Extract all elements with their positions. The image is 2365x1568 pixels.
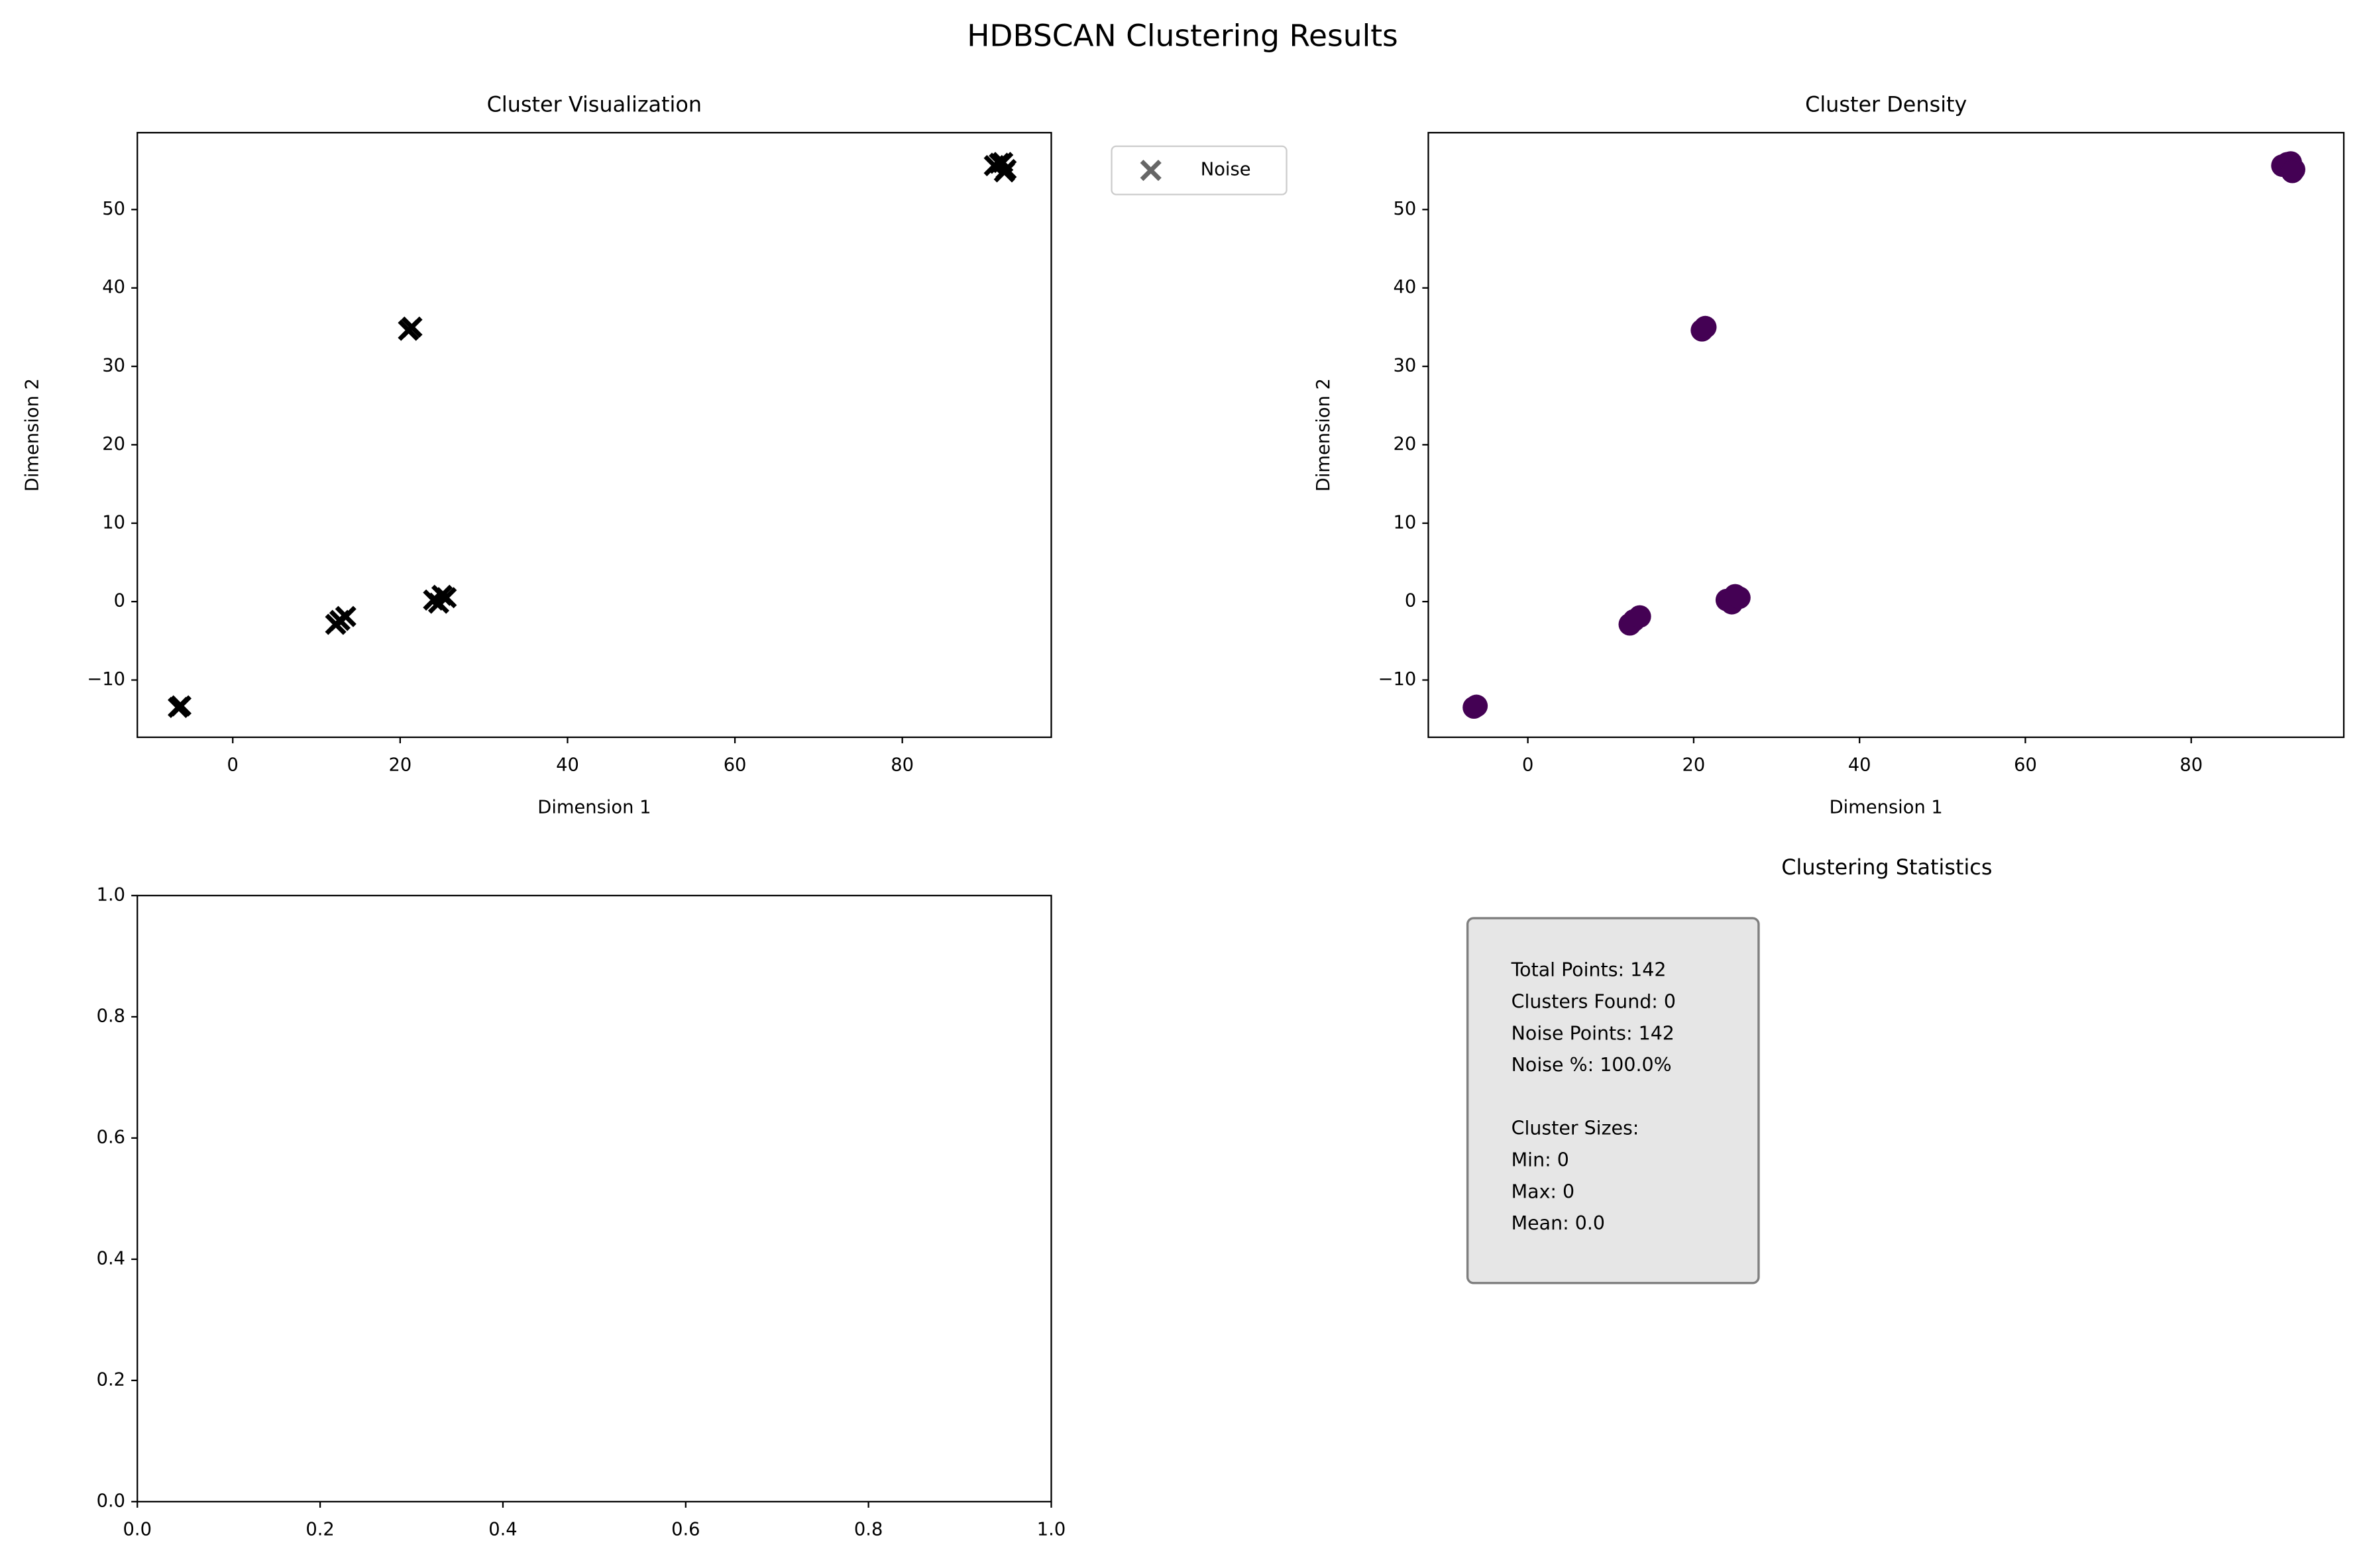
x-tick-label: 60 xyxy=(724,755,747,776)
marker-circle xyxy=(1728,586,1751,609)
y-tick-label: 0.6 xyxy=(97,1127,125,1147)
y-tick-label: 0 xyxy=(1405,591,1416,611)
y-tick-label: −10 xyxy=(87,669,125,690)
marker-x xyxy=(993,161,1015,183)
stats-box xyxy=(1466,917,1760,1284)
x-tick-label: 40 xyxy=(1848,755,1871,776)
axes-frame xyxy=(137,132,1052,739)
stats-line: Clusters Found: 0 xyxy=(1512,991,1676,1013)
y-tick-label: 20 xyxy=(102,434,125,454)
legend-label: Noise xyxy=(1201,160,1251,180)
marker-circle xyxy=(1464,694,1488,717)
figure-title: HDBSCAN Clustering Results xyxy=(967,18,1398,53)
y-tick-label: 30 xyxy=(1394,356,1417,376)
x-tick-label: 0.8 xyxy=(854,1520,883,1540)
legend-marker xyxy=(1140,160,1162,182)
marker-x xyxy=(170,695,192,717)
y-tick-label: 30 xyxy=(102,356,125,376)
y-tick-label: 10 xyxy=(1394,512,1417,533)
stats-line: Total Points: 142 xyxy=(1511,959,1667,981)
stats-line: Mean: 0.0 xyxy=(1512,1212,1605,1234)
axes-frame xyxy=(1427,132,2345,739)
y-axis-label: Dimension 2 xyxy=(1313,378,1334,492)
axes-title: Cluster Density xyxy=(1805,91,1967,117)
stats-line: Max: 0 xyxy=(1512,1180,1575,1202)
x-axis-label: Dimension 1 xyxy=(1830,797,1943,817)
y-tick-label: 0 xyxy=(114,591,125,611)
y-tick-label: 0.0 xyxy=(97,1490,125,1511)
y-tick-label: 20 xyxy=(1394,434,1417,454)
axes-frame xyxy=(137,894,1052,1502)
y-tick-label: 0.2 xyxy=(97,1369,125,1390)
marker-circle xyxy=(1628,605,1651,628)
x-tick-label: 0 xyxy=(1522,755,1533,776)
y-tick-label: −10 xyxy=(1378,669,1417,690)
x-tick-label: 0 xyxy=(227,755,239,776)
stats-line: Min: 0 xyxy=(1512,1149,1569,1171)
y-tick-label: 10 xyxy=(102,512,125,533)
legend-box xyxy=(1111,145,1288,195)
y-tick-label: 0.4 xyxy=(97,1248,125,1269)
x-tick-label: 80 xyxy=(2179,755,2203,776)
y-tick-label: 1.0 xyxy=(97,884,125,905)
y-tick-label: 50 xyxy=(102,199,125,219)
y-tick-label: 40 xyxy=(102,277,125,297)
plot-area xyxy=(168,152,1017,719)
x-tick-label: 0.6 xyxy=(671,1520,700,1540)
x-tick-label: 20 xyxy=(388,755,412,776)
marker-circle xyxy=(1694,315,1717,339)
x-tick-label: 60 xyxy=(2014,755,2037,776)
marker-x xyxy=(335,605,357,627)
marker-x xyxy=(401,316,423,338)
panel-title: Clustering Statistics xyxy=(1781,855,1992,880)
x-tick-label: 0.0 xyxy=(123,1520,152,1540)
stats-line: Cluster Sizes: xyxy=(1512,1118,1639,1139)
y-tick-label: 0.8 xyxy=(97,1006,125,1026)
y-tick-label: 40 xyxy=(1394,277,1417,297)
plot-area xyxy=(1462,151,2305,719)
x-tick-label: 20 xyxy=(1682,755,1706,776)
y-axis-label: Dimension 2 xyxy=(23,378,43,492)
x-axis-label: Dimension 1 xyxy=(537,797,651,817)
stats-line: Noise Points: 142 xyxy=(1512,1022,1675,1044)
x-tick-label: 0.4 xyxy=(488,1520,517,1540)
axes-title: Cluster Visualization xyxy=(487,91,702,117)
marker-circle xyxy=(2281,160,2304,183)
y-tick-label: 50 xyxy=(1394,199,1417,219)
x-tick-label: 0.2 xyxy=(305,1520,334,1540)
x-tick-label: 40 xyxy=(556,755,579,776)
x-tick-label: 80 xyxy=(891,755,914,776)
x-tick-label: 1.0 xyxy=(1037,1520,1066,1540)
marker-x xyxy=(435,587,457,609)
stats-line: Noise %: 100.0% xyxy=(1512,1054,1672,1076)
